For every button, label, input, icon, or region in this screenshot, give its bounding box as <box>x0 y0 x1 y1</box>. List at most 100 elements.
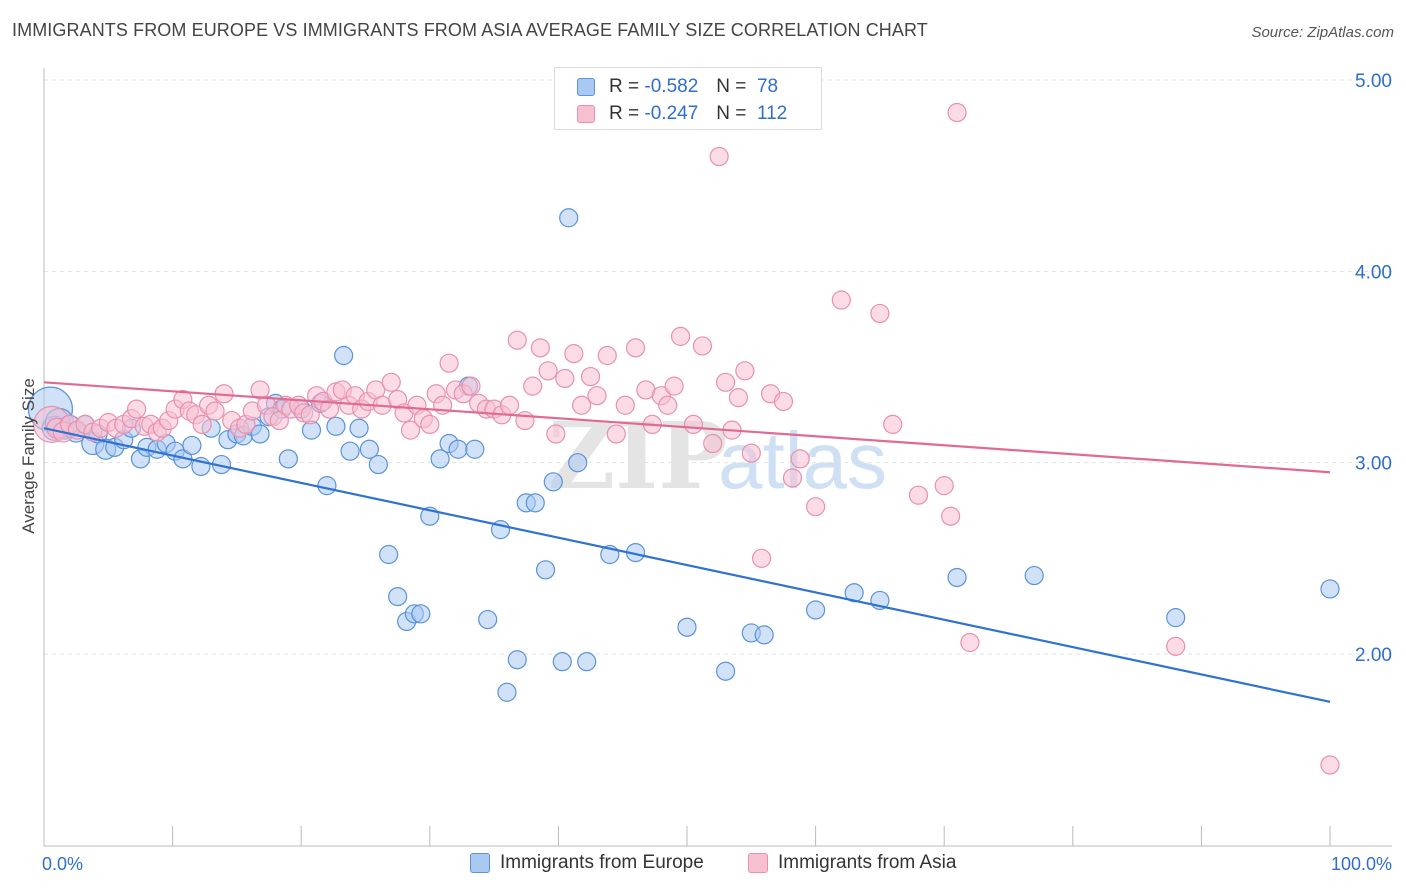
stats-row-europe: R = -0.582 N = 78 <box>577 73 778 101</box>
europe-point <box>535 560 556 580</box>
asia-point <box>319 399 340 419</box>
asia-n-value: 112 <box>756 103 788 124</box>
asia-point <box>683 414 704 434</box>
source-label: Source: ZipAtlas.com <box>1251 24 1394 41</box>
asia-point <box>670 326 691 346</box>
legend-europe-label: Immigrants from Europe <box>500 852 704 873</box>
europe-point <box>465 439 485 459</box>
asia-legend-swatch <box>748 853 768 873</box>
asia-point <box>439 353 459 373</box>
asia-point <box>773 391 794 412</box>
asia-point <box>941 506 961 526</box>
europe-point <box>182 435 202 456</box>
asia-r-label: R = <box>609 103 640 124</box>
europe-point <box>250 424 270 444</box>
y-tick-label: 3.00 <box>1355 454 1392 475</box>
asia-point <box>741 443 761 463</box>
europe-r-value: -0.582 <box>644 76 699 97</box>
europe-point <box>379 544 399 565</box>
asia-point <box>692 336 713 356</box>
asia-point <box>580 366 601 387</box>
europe-point <box>334 345 354 366</box>
europe-point <box>525 493 545 513</box>
trend-layer <box>43 381 1331 703</box>
europe-point <box>430 449 450 469</box>
asia-point <box>538 361 558 381</box>
asia-point <box>523 376 543 396</box>
europe-point <box>568 453 588 473</box>
asia-point <box>126 399 147 419</box>
asia-point <box>461 376 481 396</box>
bottom-legend: Immigrants from Europe Immigrants from A… <box>0 852 1406 878</box>
europe-n-value: 78 <box>756 76 779 97</box>
europe-point <box>552 652 572 672</box>
y-tick-labels: 2.00 3.00 4.00 5.00 <box>1355 71 1392 666</box>
europe-point <box>577 652 597 672</box>
europe-point <box>677 617 697 637</box>
asia-point <box>530 338 550 358</box>
asia-point <box>658 395 678 415</box>
asia-point <box>597 345 617 366</box>
europe-point <box>478 609 498 630</box>
europe-point <box>947 567 967 588</box>
asia-point <box>499 395 520 415</box>
asia-point <box>546 424 566 444</box>
asia-point <box>555 368 575 389</box>
y-tick-label: 2.00 <box>1355 645 1392 666</box>
legend-asia-label: Immigrants from Asia <box>778 852 957 873</box>
europe-point <box>844 583 864 603</box>
asia-point <box>1166 636 1186 656</box>
europe-swatch <box>577 78 595 96</box>
europe-point <box>411 604 431 624</box>
asia-point <box>831 290 851 310</box>
asia-point <box>664 376 684 396</box>
europe-point <box>507 650 527 670</box>
asia-point <box>735 361 755 381</box>
asia-point <box>870 303 890 324</box>
asia-point <box>960 632 980 653</box>
asia-point <box>805 497 826 517</box>
x-tick-label-max: 100.0% <box>1331 854 1392 874</box>
asia-point <box>728 388 749 408</box>
asia-point <box>715 372 736 392</box>
x-tick-label-min: 0.0% <box>42 854 83 874</box>
asia-point <box>703 433 723 454</box>
europe-r-label: R = <box>609 76 640 97</box>
europe-point <box>368 454 388 475</box>
asia-point <box>908 485 929 505</box>
asia-point <box>571 395 592 415</box>
asia-points <box>33 102 1340 775</box>
asia-n-label: N = <box>716 103 747 124</box>
asia-trend-line <box>43 381 1331 474</box>
legend-item-europe[interactable]: Immigrants from Europe <box>470 852 704 874</box>
asia-point <box>564 344 584 364</box>
asia-point <box>300 405 320 425</box>
europe-trend-line <box>43 427 1331 703</box>
europe-n-label: N = <box>716 76 747 97</box>
chart-title: IMMIGRANTS FROM EUROPE VS IMMIGRANTS FRO… <box>12 20 928 40</box>
asia-point <box>205 401 225 421</box>
europe-point <box>805 600 826 620</box>
legend-item-asia[interactable]: Immigrants from Asia <box>748 852 956 874</box>
asia-point <box>615 395 635 415</box>
asia-point <box>934 476 954 496</box>
asia-point <box>782 468 803 488</box>
europe-point <box>1166 608 1186 628</box>
y-tick-label: 4.00 <box>1355 262 1392 283</box>
europe-point <box>543 472 563 492</box>
europe-point <box>388 586 408 607</box>
europe-point <box>317 476 337 496</box>
europe-point <box>715 661 736 681</box>
europe-point <box>359 439 379 459</box>
y-tick-label: 5.00 <box>1355 71 1392 92</box>
asia-point <box>790 449 810 469</box>
europe-legend-swatch <box>470 853 490 873</box>
europe-point <box>278 449 298 469</box>
asia-point <box>381 372 401 392</box>
asia-point <box>947 102 967 123</box>
europe-point <box>1024 565 1044 586</box>
asia-point <box>507 330 527 350</box>
europe-point <box>754 625 774 645</box>
asia-point <box>709 146 729 167</box>
asia-point <box>400 420 421 440</box>
